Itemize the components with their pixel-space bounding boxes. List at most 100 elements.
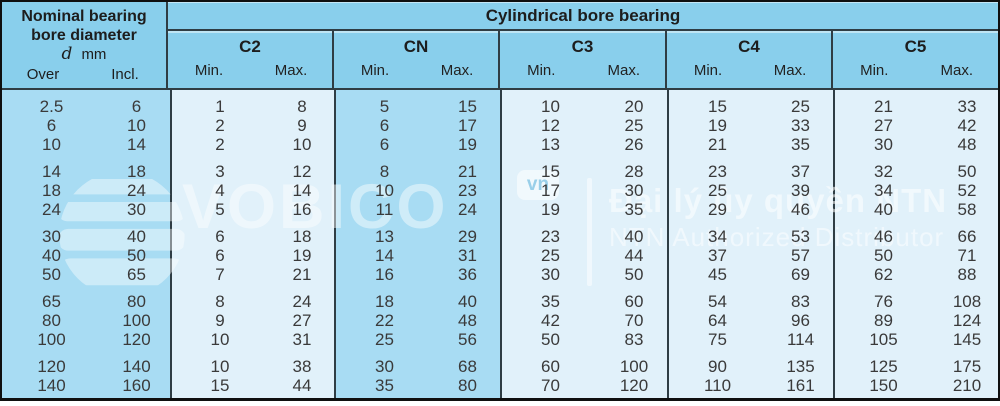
table-cell: 17 — [541, 181, 560, 200]
table-cell: 15 — [708, 97, 727, 116]
table-row: 18 24 4 14 10 23 17 30 25 39 34 52 — [2, 181, 998, 200]
table-cell: 25 — [624, 116, 644, 135]
table-cell: 30 — [874, 135, 893, 154]
table-cell: 23 — [458, 181, 477, 200]
table-cell: 161 — [786, 376, 815, 395]
table-cell: 64 — [708, 311, 727, 330]
table-cell: 114 — [786, 330, 815, 349]
table-cell: 38 — [292, 357, 312, 376]
table-header: Nominal bearing bore diameter d mm Over I… — [2, 2, 998, 90]
table-cell: 10 — [375, 181, 394, 200]
table-cell: 30 — [624, 181, 644, 200]
column-group-header-cn: CN Min. Max. — [332, 31, 498, 88]
table-cell: 16 — [292, 200, 312, 219]
clearance-class-label-c4: C4 — [738, 37, 760, 56]
table-cell: 62 — [874, 265, 893, 284]
table-cell: 16 — [375, 265, 394, 284]
table-cell: 50 — [42, 265, 61, 284]
table-cell: 108 — [952, 292, 982, 311]
column-group-header-c4: C4 Min. Max. — [665, 31, 831, 88]
table-cell: 8 — [215, 292, 225, 311]
column-group-header-c2: C2 Min. Max. — [168, 31, 332, 88]
table-cell: 30 — [541, 265, 560, 284]
table-cell: 135 — [786, 357, 815, 376]
table-cell: 11 — [375, 200, 394, 219]
table-row: 50 65 7 21 16 36 30 50 45 69 62 88 — [2, 265, 998, 284]
table-cell: 96 — [791, 311, 810, 330]
table-cell: 56 — [458, 330, 477, 349]
table-cell: 140 — [122, 357, 151, 376]
table-row: 140 160 15 44 35 80 70 120 110 161 150 210 — [2, 376, 998, 395]
table-row: 30 40 6 18 13 29 23 40 34 53 46 66 — [2, 227, 998, 246]
nominal-bore-title-line2: bore diameter — [31, 27, 137, 44]
min-label: Min. — [860, 62, 889, 79]
table-cell: 19 — [458, 135, 477, 154]
table-row: 14 18 3 12 8 21 15 28 23 37 32 50 — [2, 162, 998, 181]
min-label: Min. — [527, 62, 556, 79]
table-cell: 88 — [957, 265, 977, 284]
table-cell: 10 — [42, 135, 61, 154]
table-cell: 45 — [708, 265, 727, 284]
table-cell: 18 — [292, 227, 312, 246]
over-label: Over — [26, 66, 60, 83]
table-cell: 18 — [127, 162, 146, 181]
over-incl-labels: Over Incl. — [2, 64, 166, 85]
nominal-bore-title-line1: Nominal bearing — [21, 8, 147, 25]
table-cell: 44 — [624, 246, 644, 265]
table-cell: 20 — [624, 97, 644, 116]
table-cell: 48 — [458, 311, 477, 330]
table-cell: 50 — [957, 162, 977, 181]
table-cell: 10 — [127, 116, 146, 135]
table-cell: 37 — [791, 162, 810, 181]
table-cell: 10 — [292, 135, 312, 154]
table-cell: 8 — [379, 162, 390, 181]
table-cell: 7 — [215, 265, 225, 284]
table-cell: 58 — [957, 200, 977, 219]
table-cell: 6 — [215, 246, 225, 265]
table-row: 65 80 8 24 18 40 35 60 54 83 76 108 — [2, 292, 998, 311]
table-cell: 40 — [127, 227, 146, 246]
table-cell: 50 — [624, 265, 644, 284]
table-cell: 15 — [210, 376, 230, 395]
table-cell: 125 — [869, 357, 898, 376]
table-cell: 25 — [375, 330, 394, 349]
c3-c4-c5-columns-background — [502, 90, 998, 398]
table-row: 100 120 10 31 25 56 50 83 75 114 105 145 — [2, 330, 998, 349]
table-cell: 68 — [458, 357, 477, 376]
table-cell: 90 — [708, 357, 727, 376]
min-label: Min. — [693, 62, 723, 79]
max-label: Max. — [773, 62, 807, 79]
table-cell: 34 — [708, 227, 727, 246]
nominal-columns-background — [2, 90, 172, 398]
table-cell: 27 — [292, 311, 312, 330]
table-cell: 120 — [37, 357, 66, 376]
table-cell: 60 — [624, 292, 644, 311]
table-cell: 14 — [375, 246, 394, 265]
column-divider — [170, 90, 172, 398]
table-cell: 39 — [791, 181, 810, 200]
table-cell: 4 — [215, 181, 225, 200]
table-cell: 31 — [458, 246, 477, 265]
table-cell: 52 — [957, 181, 977, 200]
table-cell: 150 — [869, 376, 898, 395]
table-cell: 105 — [869, 330, 898, 349]
table-cell: 66 — [957, 227, 977, 246]
table-cell: 13 — [541, 135, 560, 154]
table-cell: 33 — [957, 97, 977, 116]
table-cell: 14 — [292, 181, 312, 200]
table-cell: 70 — [541, 376, 560, 395]
table-cell: 25 — [708, 181, 727, 200]
bottom-margin — [0, 401, 1000, 406]
table-cell: 50 — [874, 246, 893, 265]
table-cell: 50 — [541, 330, 560, 349]
table-cell: 12 — [541, 116, 560, 135]
table-cell: 83 — [791, 292, 810, 311]
table-cell: 50 — [127, 246, 146, 265]
table-row: 40 50 6 19 14 31 25 44 37 57 50 71 — [2, 246, 998, 265]
table-cell: 6 — [379, 116, 390, 135]
table-cell: 46 — [874, 227, 893, 246]
table-cell: 57 — [791, 246, 810, 265]
table-row: 6 10 2 9 6 17 12 25 19 33 27 42 — [2, 116, 998, 135]
table-cell: 34 — [874, 181, 893, 200]
table-cell: 13 — [375, 227, 394, 246]
